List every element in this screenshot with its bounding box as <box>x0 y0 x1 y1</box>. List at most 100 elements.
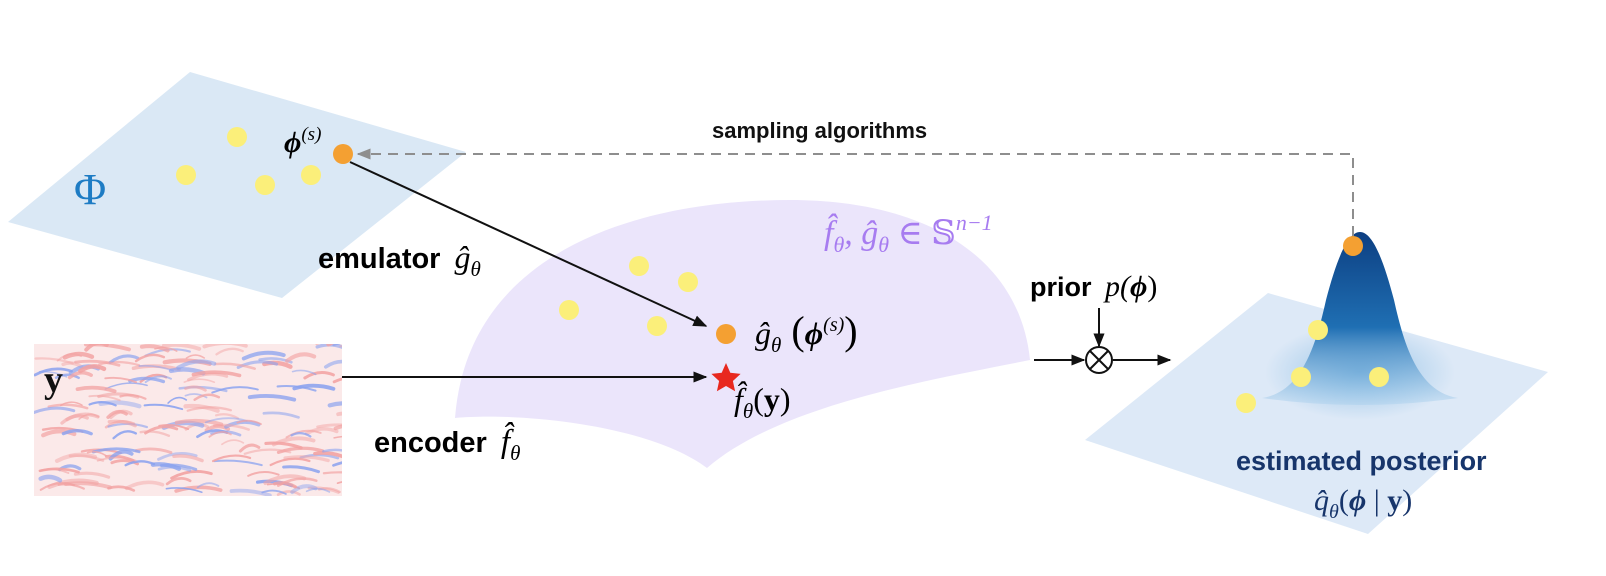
field-texture-streak <box>124 480 165 491</box>
field-texture-streak <box>143 403 184 411</box>
latent-sample-point <box>559 300 579 320</box>
field-texture-streak <box>56 353 83 362</box>
emulator-label: emulator ĝθ <box>318 239 481 281</box>
field-texture-streak <box>38 474 63 483</box>
field-texture-streak <box>83 344 131 352</box>
parameter-space-plane <box>8 72 466 298</box>
field-texture-streak <box>283 455 330 463</box>
latent-sphere-region <box>455 200 1030 468</box>
field-texture-streak <box>184 385 207 392</box>
field-texture-streak <box>285 352 317 363</box>
field-texture-streak <box>134 447 173 455</box>
field-texture-streak <box>269 457 311 467</box>
field-texture-streak <box>176 359 217 370</box>
field-texture-streak <box>144 375 172 384</box>
field-texture-streak <box>112 430 137 440</box>
field-texture-streak <box>139 344 170 353</box>
field-texture-streak <box>74 359 121 367</box>
field-texture-streak <box>34 357 74 365</box>
field-texture-streak <box>236 419 262 425</box>
field-texture-streak <box>214 362 256 370</box>
parameter-sample-point <box>255 175 275 195</box>
field-texture-streak <box>54 452 97 463</box>
field-texture-streak <box>247 393 297 402</box>
field-texture-streak <box>285 429 322 439</box>
field-texture-streak <box>98 360 141 367</box>
field-texture-streak <box>191 370 242 378</box>
field-texture-streak <box>276 490 301 496</box>
posterior-title: estimated posterior <box>1236 446 1487 476</box>
field-texture-streak <box>108 354 140 365</box>
posterior-mode-point <box>1343 236 1363 256</box>
field-texture-streak <box>78 364 107 374</box>
field-texture-streak <box>193 393 221 401</box>
field-texture-streak <box>96 456 137 462</box>
field-texture-streak <box>184 393 208 399</box>
field-texture-streak <box>208 431 232 438</box>
field-texture-streak <box>167 396 188 404</box>
sphere-label: f̂θ, ĝθ ∈ 𝕊n−1 <box>824 210 993 257</box>
field-texture-streak <box>262 411 300 419</box>
field-texture-streak <box>323 359 342 369</box>
field-texture-streak <box>183 403 220 413</box>
latent-sample-point <box>678 272 698 292</box>
field-texture-streak <box>238 443 261 453</box>
field-texture-streak <box>54 373 80 380</box>
field-texture-streak <box>165 477 192 486</box>
field-texture-streak <box>315 344 320 346</box>
posterior-formula: q̂θ(ϕ | y) <box>1314 484 1412 523</box>
field-texture-streak <box>333 435 342 439</box>
field-texture-streak <box>159 463 198 471</box>
field-texture-streak <box>204 417 248 424</box>
emulator-arrow <box>349 161 708 327</box>
field-texture-streak <box>241 350 286 361</box>
field-texture-streak <box>165 487 203 493</box>
field-texture-streak <box>170 470 213 480</box>
field-texture-streak <box>304 427 339 436</box>
field-texture-streak <box>139 430 171 437</box>
field-texture-streak <box>75 385 117 394</box>
field-texture-streak <box>60 414 89 425</box>
field-texture-streak <box>213 459 263 467</box>
encoded-observation-label: f̂θ(y) <box>734 381 791 423</box>
field-texture-streak <box>174 418 224 427</box>
field-texture-streak <box>290 431 312 438</box>
posterior-sample-point <box>1291 367 1311 387</box>
field-texture-streak <box>291 369 317 376</box>
field-texture-streak <box>214 413 240 420</box>
field-texture-streak <box>134 353 166 363</box>
parameter-sample-point <box>176 165 196 185</box>
emulated-point-label: ĝθ (ϕ(s)) <box>755 308 858 357</box>
field-texture-streak <box>333 424 342 431</box>
field-texture-streak <box>104 376 138 384</box>
field-texture-streak <box>303 371 335 380</box>
field-texture-streak <box>215 347 244 356</box>
prior-label: prior p(ϕ) <box>1030 270 1157 303</box>
emulated-latent-point <box>716 324 736 344</box>
field-texture-streak <box>86 450 107 457</box>
field-texture-streak <box>138 364 174 372</box>
observation-y-label: y <box>44 359 63 401</box>
field-texture-streak <box>73 471 111 479</box>
field-texture-streak <box>34 406 76 414</box>
field-texture-streak <box>264 441 303 450</box>
field-texture-streak <box>186 406 232 412</box>
posterior-sample-point <box>1369 367 1389 387</box>
field-texture-streak <box>263 474 307 486</box>
field-texture-streak <box>38 467 80 474</box>
field-texture-streak <box>229 488 272 496</box>
field-texture-streak <box>322 448 342 453</box>
field-texture-streak <box>61 429 93 436</box>
field-texture-streak <box>47 403 89 410</box>
field-texture-streak <box>336 411 342 417</box>
field-texture-streak <box>261 489 287 495</box>
field-texture-streak <box>88 401 117 407</box>
latent-sample-point <box>647 316 667 336</box>
field-texture-streak <box>339 345 342 348</box>
field-texture-streak <box>273 481 297 489</box>
selected-parameter-point <box>333 144 353 164</box>
field-texture-streak <box>221 439 245 446</box>
field-texture-streak <box>161 344 202 351</box>
